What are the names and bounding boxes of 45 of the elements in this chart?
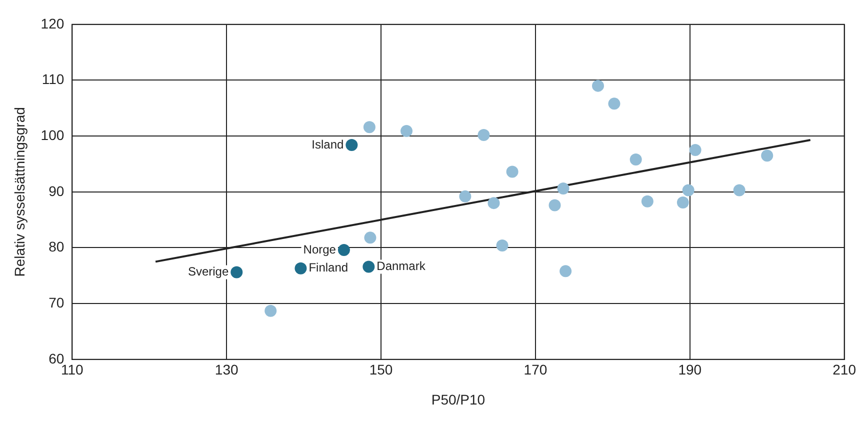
point: [733, 184, 746, 196]
annotation: Sverige: [188, 264, 229, 279]
x-tick-label: 210: [832, 362, 856, 378]
point: [400, 125, 413, 138]
point: [488, 197, 500, 210]
point: [592, 80, 604, 92]
point: [557, 182, 570, 195]
point: [363, 121, 376, 134]
annotation: Norge: [303, 242, 336, 256]
x-tick-label: 150: [369, 362, 393, 378]
point: [548, 199, 561, 212]
annotation: Island: [312, 137, 344, 152]
y-tick-label: 110: [42, 71, 64, 88]
point: [346, 139, 358, 151]
x-tick-label: 190: [678, 362, 702, 378]
y-tick-label: 60: [48, 350, 64, 366]
point: [364, 232, 376, 244]
point: [682, 184, 694, 196]
point: [459, 190, 472, 202]
y-axis-title: Relativ sysselsättningsgrad: [11, 107, 28, 277]
point: [641, 195, 654, 208]
point: [338, 244, 350, 256]
point: [294, 262, 307, 274]
point: [506, 166, 518, 178]
point: [478, 128, 490, 141]
x-axis-title: P50/P10: [431, 391, 486, 408]
point: [689, 144, 702, 156]
y-tick-label: 120: [40, 15, 64, 32]
x-tick-label: 130: [214, 362, 238, 378]
point: [676, 196, 689, 209]
y-tick-label: 90: [48, 182, 64, 199]
y-tick-label: 100: [40, 126, 64, 143]
point: [362, 260, 375, 273]
x-tick-label: 170: [524, 362, 548, 378]
point: [230, 266, 243, 278]
point: [761, 150, 774, 162]
point: [560, 265, 572, 278]
point: [608, 98, 620, 110]
annotation: Finland: [308, 260, 348, 275]
point: [630, 154, 642, 166]
y-tick-label: 70: [48, 294, 64, 310]
point: [496, 240, 508, 252]
y-tick-label: 80: [48, 238, 64, 255]
annotation: Danmark: [376, 259, 426, 274]
point: [264, 304, 277, 317]
